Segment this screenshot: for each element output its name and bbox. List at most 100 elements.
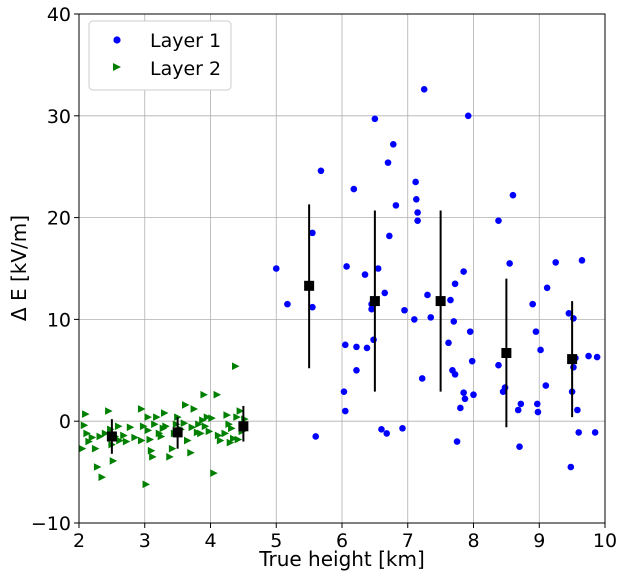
layer-1-point: [516, 443, 523, 450]
layer-2-point: [116, 436, 124, 445]
layer-1-point: [420, 86, 428, 93]
layer-2-point: [172, 420, 181, 429]
layer-1-point: [593, 353, 601, 361]
layer-2-point: [160, 409, 169, 417]
layer-1-point: [371, 115, 379, 123]
layer-1-point: [343, 263, 350, 270]
bin-mean-marker: [567, 354, 578, 365]
layer-2-point: [195, 420, 203, 429]
layer-2-point: [205, 427, 214, 436]
layer-2-point: [166, 453, 174, 461]
layer-2-point: [147, 446, 156, 455]
layer-1-point: [363, 344, 371, 352]
layer-1-point: [447, 296, 454, 304]
layer-2-point: [144, 426, 153, 435]
layer-1-point: [340, 388, 348, 395]
layer-2-point: [120, 431, 128, 440]
y-tick-label: 40: [47, 4, 71, 26]
layer-2-point: [114, 422, 123, 431]
layer-1-point: [543, 284, 551, 292]
bin-mean-marker: [238, 421, 249, 432]
legend-marker-layer-1: [113, 36, 121, 44]
layer-2-point: [233, 413, 241, 421]
data-marks: [78, 86, 601, 489]
layer-2-point: [149, 453, 157, 461]
layer-2-point: [210, 469, 218, 477]
layer-1-point: [466, 328, 474, 335]
layer-2-point: [236, 407, 245, 415]
layer-2-point: [199, 416, 207, 424]
layer-1-point: [495, 361, 502, 369]
layer-1-point: [445, 339, 452, 347]
layer-2-point: [82, 410, 90, 418]
layer-1-point: [529, 300, 536, 308]
layer-2-point: [96, 432, 105, 441]
legend-box: [88, 20, 232, 91]
layer-2-point: [231, 362, 240, 371]
layer-1-point: [460, 268, 467, 275]
x-tick-label: 9: [533, 530, 545, 552]
layer-1-point: [412, 178, 419, 186]
layer-1-point: [509, 191, 517, 199]
layer-2-point: [105, 407, 113, 415]
layer-1-point: [542, 382, 550, 389]
layer-2-point: [146, 435, 155, 444]
layer-1-point: [368, 305, 375, 313]
layer-2-point: [223, 411, 231, 419]
layer-2-point: [88, 433, 97, 442]
layer-2-point: [93, 463, 102, 471]
legend-label-layer-1: Layer 1: [150, 30, 221, 52]
layer-2-point: [216, 436, 225, 445]
layer-2-point: [188, 423, 197, 432]
layer-1-point: [386, 232, 393, 240]
layer-2-point: [214, 431, 223, 440]
layer-2-point: [155, 429, 164, 438]
axes: 2 3 4 5 6 7 8 9 10 −10 0 10 20 30 40: [31, 4, 617, 552]
layer-2-point: [200, 390, 208, 399]
layer-2-point: [91, 444, 100, 453]
layer-1-point: [361, 271, 369, 278]
bin-mean-marker: [435, 296, 446, 307]
layer-2-point: [85, 437, 93, 446]
bin-mean-marker: [304, 280, 315, 291]
bin-mean-marker: [172, 427, 183, 438]
x-tick-label: 4: [204, 530, 216, 552]
layer-1-point: [374, 265, 382, 272]
grid: [78, 13, 606, 524]
layer-1-point: [312, 433, 320, 440]
layer-2-point: [142, 480, 151, 489]
layer-1-point: [506, 260, 513, 267]
layer-1-point: [414, 209, 421, 216]
layer-2-point: [208, 414, 216, 422]
layer-1-point: [381, 289, 389, 297]
layer-2-point: [190, 405, 199, 413]
layer-1-point: [309, 229, 316, 237]
layer-2-point: [122, 437, 131, 446]
layer-2-point: [168, 444, 177, 453]
layer-1-point: [392, 202, 400, 209]
y-tick-label: 20: [47, 208, 71, 230]
layer-1-point: [533, 400, 541, 408]
layer-2-point: [162, 422, 170, 431]
layer-1-point: [427, 314, 435, 321]
x-tick-label: 5: [270, 530, 282, 552]
layer-1-point: [317, 167, 325, 175]
y-tick-label: −10: [31, 513, 71, 535]
layer-1-point: [411, 316, 418, 323]
layer-2-point: [226, 438, 235, 447]
layer-2-point: [126, 423, 135, 432]
layer-1-point: [414, 217, 421, 224]
layer-2-point: [78, 444, 87, 453]
y-tick-label: 10: [47, 309, 71, 331]
layer-2-point: [151, 420, 159, 429]
x-tick-label: 3: [139, 530, 151, 552]
layer-1-point: [451, 280, 459, 288]
layer-1-point: [284, 300, 291, 308]
layer-1-point: [353, 343, 360, 351]
layer-2-point: [203, 413, 212, 421]
layer-1-point: [353, 367, 360, 374]
layer-2-point: [131, 433, 139, 442]
layer-2-point: [157, 432, 166, 441]
layer-1-point: [537, 346, 544, 354]
layer-1-point: [457, 404, 464, 412]
